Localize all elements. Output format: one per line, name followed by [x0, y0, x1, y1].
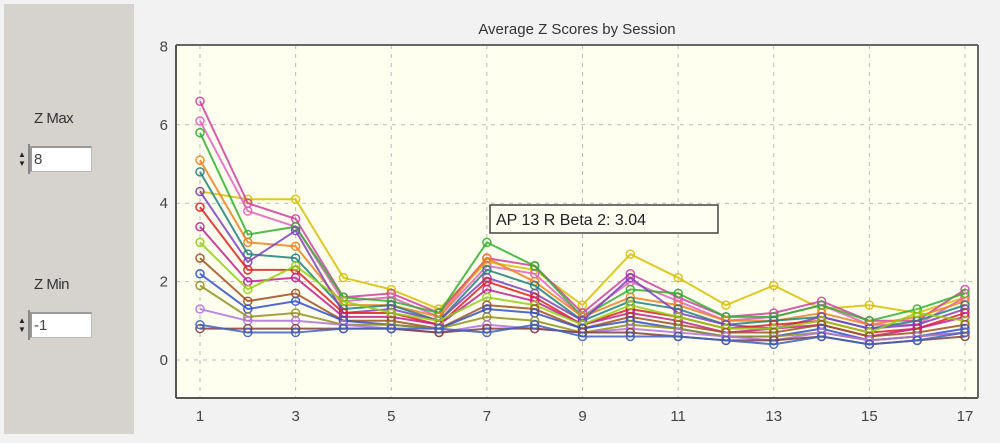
x-tick-label: 5 — [387, 408, 395, 425]
data-point-marker[interactable] — [577, 331, 588, 342]
x-tick-label: 9 — [578, 408, 586, 425]
data-point-marker[interactable] — [960, 331, 970, 342]
data-point-marker[interactable] — [290, 272, 301, 283]
data-point-marker[interactable] — [243, 265, 253, 275]
data-point-marker[interactable] — [625, 249, 636, 259]
data-point-marker[interactable] — [625, 300, 636, 310]
data-point-marker[interactable] — [195, 304, 205, 314]
spin-down-icon[interactable]: ▼ — [18, 325, 26, 334]
y-tick-label: 6 — [160, 117, 168, 134]
data-point-marker[interactable] — [243, 327, 253, 338]
x-tick-label: 11 — [670, 408, 686, 425]
data-point-marker[interactable] — [195, 127, 205, 138]
data-point-marker[interactable] — [243, 284, 253, 295]
data-point-marker[interactable] — [195, 116, 205, 126]
data-point-marker[interactable] — [529, 319, 540, 330]
zmin-spin-buttons[interactable]: ▲ ▼ — [16, 310, 30, 340]
data-point-marker[interactable] — [386, 323, 396, 334]
data-point-marker[interactable] — [290, 225, 301, 236]
spin-up-icon[interactable]: ▲ — [18, 316, 26, 325]
y-tick-label: 8 — [160, 38, 168, 55]
data-point-marker[interactable] — [338, 296, 349, 306]
data-point-marker[interactable] — [290, 327, 301, 338]
data-point-marker[interactable] — [195, 96, 205, 107]
data-point-marker[interactable] — [290, 194, 301, 205]
data-point-marker[interactable] — [960, 327, 970, 338]
control-panel: Z Max ▲ ▼ Z Min ▲ ▼ — [4, 4, 134, 434]
data-point-marker[interactable] — [673, 331, 683, 342]
series-line[interactable] — [199, 323, 966, 346]
data-point-marker[interactable] — [434, 323, 444, 334]
x-tick-label: 15 — [861, 408, 878, 425]
data-point-marker[interactable] — [290, 241, 301, 252]
data-point-marker[interactable] — [482, 253, 492, 263]
data-point-marker[interactable] — [482, 327, 492, 338]
spin-up-icon[interactable]: ▲ — [18, 150, 26, 159]
zmin-spinner[interactable]: ▲ ▼ — [16, 310, 98, 340]
chart-area: Average Z Scores by Session 0 2 4 6 8 1 3 5 7 9 11 1… — [138, 0, 1000, 438]
data-point-marker[interactable] — [195, 221, 205, 232]
spin-down-icon[interactable]: ▼ — [18, 159, 26, 168]
x-tick-label: 1 — [196, 408, 204, 425]
data-point-marker[interactable] — [195, 269, 205, 279]
zmax-label: Z Max — [34, 110, 74, 127]
data-point-marker[interactable] — [338, 323, 349, 334]
x-tick-label: 17 — [957, 408, 974, 425]
data-point-marker[interactable] — [864, 339, 875, 350]
tooltip-box — [489, 204, 719, 234]
x-tick-label: 13 — [765, 408, 782, 425]
zmax-spinner[interactable]: ▲ ▼ — [16, 144, 98, 174]
zmin-input[interactable] — [30, 312, 92, 338]
data-point-marker[interactable] — [195, 319, 205, 330]
data-point-marker[interactable] — [243, 237, 253, 248]
data-point-marker[interactable] — [769, 280, 779, 291]
data-point-marker[interactable] — [673, 272, 683, 283]
data-point-marker[interactable] — [338, 272, 349, 283]
data-point-marker[interactable] — [673, 288, 683, 299]
zmin-label: Z Min — [34, 276, 70, 293]
data-point-marker[interactable] — [195, 237, 205, 248]
y-tick-label: 0 — [160, 352, 168, 369]
zmax-input[interactable] — [30, 146, 92, 172]
chart-title: Average Z Scores by Session — [478, 21, 675, 38]
data-point-marker[interactable] — [816, 331, 827, 342]
data-point-marker[interactable] — [721, 335, 731, 346]
data-point-marker[interactable] — [912, 308, 922, 318]
zmax-spin-buttons[interactable]: ▲ ▼ — [16, 144, 30, 174]
data-point-marker[interactable] — [243, 206, 253, 216]
data-point-marker[interactable] — [529, 261, 540, 271]
data-point-marker[interactable] — [195, 253, 205, 263]
data-point-marker[interactable] — [482, 237, 492, 248]
data-point-marker[interactable] — [195, 186, 205, 197]
y-tick-label: 4 — [160, 195, 168, 212]
data-point-marker[interactable] — [290, 296, 301, 306]
x-tick-label: 3 — [291, 408, 299, 425]
data-point-marker[interactable] — [195, 323, 205, 334]
x-tick-label: 7 — [483, 408, 491, 425]
data-point-marker[interactable] — [290, 261, 301, 271]
data-point-marker[interactable] — [195, 280, 205, 291]
y-tick-label: 2 — [160, 274, 168, 291]
data-point-marker[interactable] — [769, 339, 779, 350]
data-point-marker[interactable] — [625, 331, 636, 342]
data-point-marker[interactable] — [625, 272, 636, 283]
data-point-marker[interactable] — [864, 300, 875, 310]
data-point-marker[interactable] — [195, 202, 205, 212]
data-point-marker[interactable] — [195, 155, 205, 165]
data-point-marker[interactable] — [721, 300, 731, 310]
tooltip-text: AP 13 R Beta 2: 3.04 — [496, 212, 646, 229]
data-point-marker[interactable] — [195, 167, 205, 177]
data-point-marker[interactable] — [912, 335, 922, 346]
